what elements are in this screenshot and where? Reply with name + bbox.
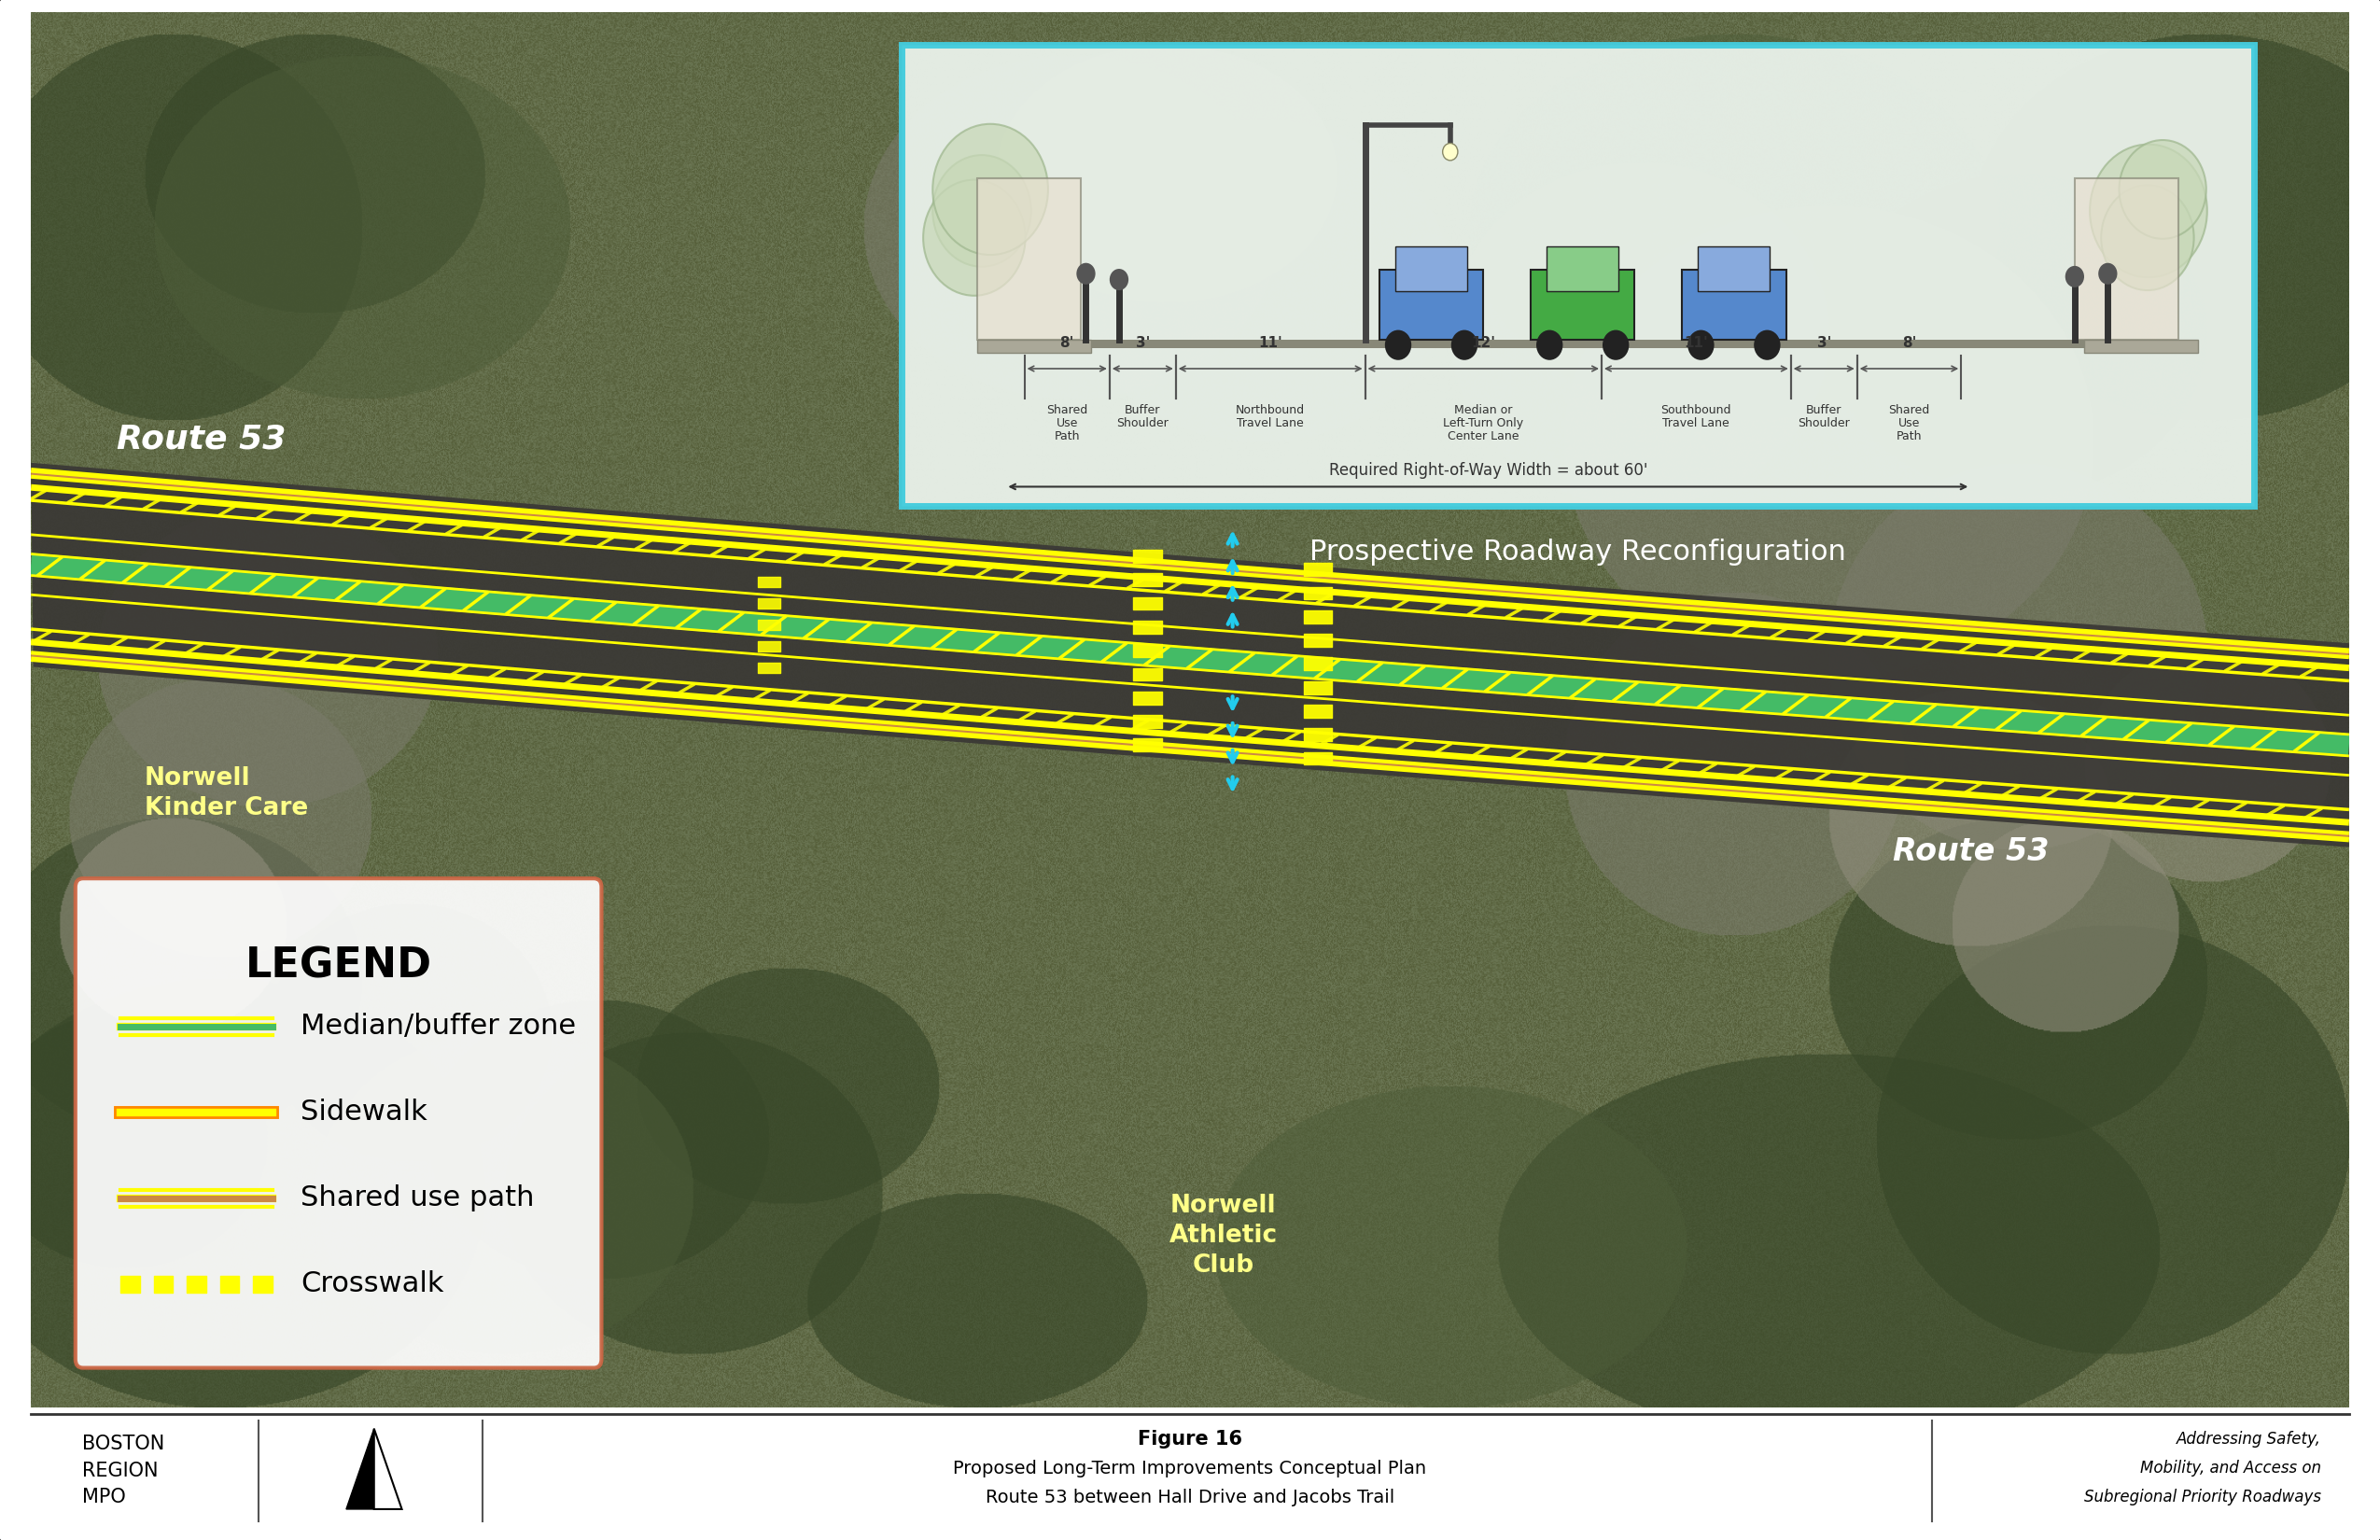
Bar xyxy=(1697,246,1771,291)
Text: 11': 11' xyxy=(1685,336,1709,351)
Bar xyxy=(978,179,1081,340)
Bar xyxy=(902,45,2254,507)
Text: Addressing Safety,: Addressing Safety, xyxy=(2178,1431,2320,1448)
Text: Route 53 between Hall Drive and Jacobs Trail: Route 53 between Hall Drive and Jacobs T… xyxy=(985,1488,1395,1506)
Text: Buffer
Shoulder: Buffer Shoulder xyxy=(1116,403,1169,430)
Text: BOSTON: BOSTON xyxy=(81,1435,164,1454)
Circle shape xyxy=(1537,330,1564,360)
Text: Mobility, and Access on: Mobility, and Access on xyxy=(2140,1460,2320,1477)
Text: Prospective Roadway Reconfiguration: Prospective Roadway Reconfiguration xyxy=(1309,537,1847,565)
Text: Proposed Long-Term Improvements Conceptual Plan: Proposed Long-Term Improvements Conceptu… xyxy=(954,1460,1426,1477)
Text: 8': 8' xyxy=(1902,336,1916,351)
Text: 12': 12' xyxy=(1471,336,1495,351)
Circle shape xyxy=(2102,185,2194,291)
Text: Shared use path: Shared use path xyxy=(300,1184,536,1212)
Text: Northbound
Travel Lane: Northbound Travel Lane xyxy=(1235,403,1304,430)
Text: Shared
Use
Path: Shared Use Path xyxy=(1047,403,1088,442)
Circle shape xyxy=(933,123,1047,256)
Polygon shape xyxy=(345,1429,374,1509)
Text: Buffer
Shoulder: Buffer Shoulder xyxy=(1797,403,1849,430)
Text: Shared
Use
Path: Shared Use Path xyxy=(1887,403,1930,442)
Bar xyxy=(978,340,1090,353)
Text: Southbound
Travel Lane: Southbound Travel Lane xyxy=(1661,403,1730,430)
Text: Route 53: Route 53 xyxy=(117,424,286,456)
Text: 3': 3' xyxy=(1135,336,1150,351)
Text: Norwell
Athletic
Club: Norwell Athletic Club xyxy=(1169,1194,1278,1278)
Circle shape xyxy=(1754,330,1780,360)
Text: REGION: REGION xyxy=(81,1461,157,1480)
Bar xyxy=(1547,246,1618,291)
Text: Sidewalk: Sidewalk xyxy=(300,1100,428,1126)
Circle shape xyxy=(1109,270,1128,291)
Circle shape xyxy=(1602,330,1628,360)
Circle shape xyxy=(2066,266,2085,288)
Bar xyxy=(2075,179,2178,340)
Bar xyxy=(1071,340,2159,348)
Text: Median/buffer zone: Median/buffer zone xyxy=(300,1013,576,1040)
Circle shape xyxy=(1442,143,1459,160)
Circle shape xyxy=(2090,145,2206,277)
Text: Figure 16: Figure 16 xyxy=(1138,1431,1242,1449)
Text: LEGEND: LEGEND xyxy=(245,946,431,986)
Bar xyxy=(2085,340,2197,353)
Circle shape xyxy=(2118,140,2206,239)
Text: Required Right-of-Way Width = about 60': Required Right-of-Way Width = about 60' xyxy=(1328,462,1647,479)
Text: MPO: MPO xyxy=(81,1488,126,1506)
FancyBboxPatch shape xyxy=(76,878,602,1368)
Text: Median or
Left-Turn Only
Center Lane: Median or Left-Turn Only Center Lane xyxy=(1442,403,1523,442)
Text: Norwell
Kinder Care: Norwell Kinder Care xyxy=(145,767,307,821)
Text: 8': 8' xyxy=(1059,336,1073,351)
Bar xyxy=(1683,270,1785,340)
Bar xyxy=(1530,270,1635,340)
Text: Subregional Priority Roadways: Subregional Priority Roadways xyxy=(2085,1489,2320,1506)
Circle shape xyxy=(923,180,1026,296)
Text: Crosswalk: Crosswalk xyxy=(300,1270,443,1298)
Circle shape xyxy=(2099,263,2118,285)
Circle shape xyxy=(1687,330,1714,360)
Text: 3': 3' xyxy=(1816,336,1830,351)
Text: Route 53: Route 53 xyxy=(1892,836,2049,867)
PathPatch shape xyxy=(31,462,2349,847)
Polygon shape xyxy=(374,1429,402,1509)
Circle shape xyxy=(1452,330,1478,360)
Circle shape xyxy=(1076,263,1095,285)
Circle shape xyxy=(1385,330,1411,360)
Bar xyxy=(1395,246,1466,291)
Circle shape xyxy=(933,156,1031,266)
Text: 11': 11' xyxy=(1259,336,1283,351)
Bar xyxy=(1380,270,1483,340)
